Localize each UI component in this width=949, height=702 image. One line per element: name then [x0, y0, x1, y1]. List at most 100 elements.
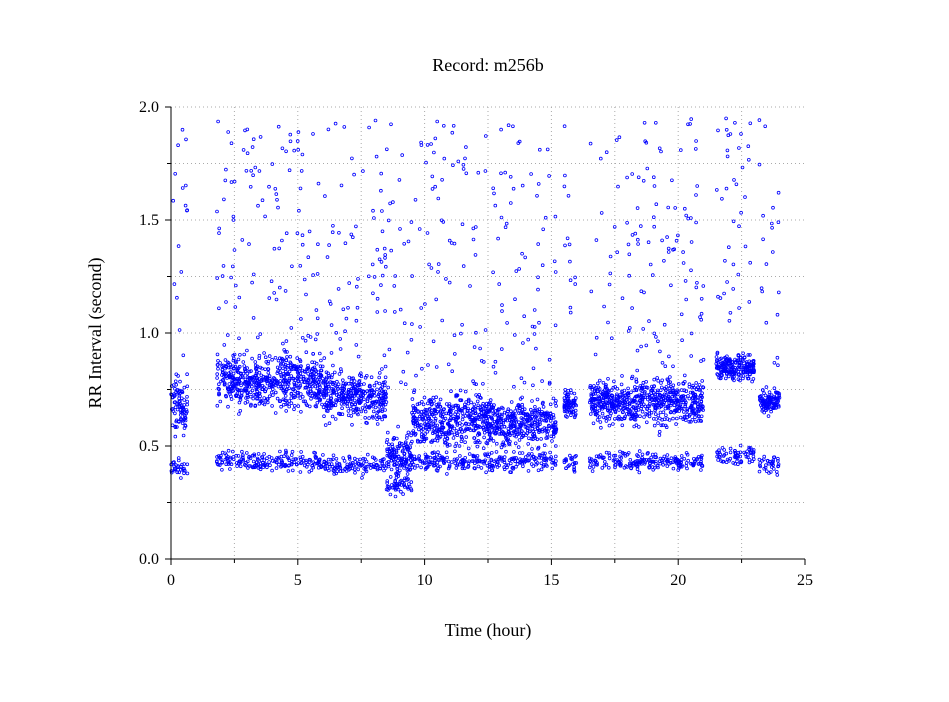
data-point — [340, 469, 345, 473]
data-point — [298, 396, 303, 400]
data-point — [502, 410, 507, 415]
data-point — [533, 456, 538, 461]
data-point — [290, 264, 294, 269]
data-point — [662, 322, 667, 327]
data-point — [751, 377, 756, 381]
data-point — [349, 406, 353, 411]
data-point — [342, 384, 347, 388]
data-point — [375, 422, 380, 426]
data-point — [515, 427, 519, 432]
data-point — [183, 413, 187, 418]
data-point — [737, 306, 741, 310]
data-point — [375, 387, 379, 392]
data-point — [284, 358, 289, 363]
data-point — [563, 399, 568, 403]
data-point — [359, 374, 364, 379]
data-point — [370, 388, 375, 392]
data-point — [626, 395, 631, 400]
data-point — [458, 388, 463, 393]
data-point — [173, 411, 177, 416]
data-point — [300, 335, 305, 340]
data-point — [509, 470, 513, 475]
data-point — [339, 369, 344, 374]
data-point — [714, 355, 719, 359]
data-point — [639, 344, 643, 349]
data-point — [526, 453, 530, 458]
data-point — [361, 472, 365, 476]
data-point — [436, 196, 441, 201]
data-point — [723, 376, 728, 381]
data-point — [289, 396, 294, 400]
data-point — [614, 405, 619, 410]
data-point — [512, 433, 517, 438]
data-point — [542, 418, 547, 423]
data-point — [409, 220, 414, 224]
data-point — [526, 418, 531, 423]
data-point — [342, 387, 346, 392]
data-point — [383, 264, 388, 269]
data-point — [461, 163, 466, 167]
data-point — [289, 462, 294, 467]
data-point — [535, 423, 539, 428]
data-point — [593, 352, 598, 357]
data-point — [269, 390, 274, 395]
data-point — [337, 463, 342, 467]
data-point — [482, 430, 487, 435]
data-point — [316, 181, 321, 186]
data-point — [326, 457, 331, 462]
data-point — [410, 431, 414, 435]
data-point — [514, 456, 518, 460]
data-point — [489, 424, 494, 429]
data-point — [384, 487, 389, 492]
data-point — [425, 465, 430, 469]
data-point — [253, 360, 258, 364]
data-point — [650, 452, 655, 457]
data-point — [475, 424, 480, 428]
data-point — [486, 415, 491, 419]
data-point — [454, 393, 458, 398]
data-point — [405, 472, 410, 476]
data-point — [307, 460, 312, 464]
data-point — [377, 381, 382, 386]
data-point — [674, 238, 679, 243]
data-point — [364, 373, 369, 378]
data-point — [380, 417, 385, 422]
data-point — [223, 358, 228, 362]
data-point — [336, 382, 341, 387]
data-point — [380, 273, 385, 278]
data-point — [650, 273, 655, 277]
data-point — [344, 316, 349, 321]
data-point — [387, 454, 391, 458]
data-point — [499, 455, 504, 460]
data-point — [568, 305, 573, 310]
data-point — [411, 462, 416, 467]
data-point — [762, 454, 766, 459]
data-point — [549, 414, 554, 419]
data-point — [238, 464, 243, 469]
data-point — [176, 143, 180, 148]
data-point — [403, 382, 408, 387]
data-point — [270, 357, 274, 362]
data-point — [249, 169, 254, 173]
data-point — [430, 440, 434, 444]
data-point — [390, 448, 395, 452]
data-point — [662, 454, 667, 459]
data-point — [267, 385, 272, 390]
data-point — [257, 353, 262, 358]
data-point — [625, 221, 629, 225]
data-point — [529, 452, 534, 456]
data-point — [176, 374, 180, 378]
data-point — [380, 229, 385, 234]
data-point — [356, 467, 361, 472]
data-point — [546, 423, 551, 428]
data-point — [434, 411, 439, 416]
data-point — [445, 442, 450, 447]
data-point — [266, 367, 270, 371]
data-point — [667, 354, 671, 359]
data-point — [406, 446, 411, 451]
data-point — [545, 432, 550, 437]
data-point — [219, 379, 223, 384]
data-point — [395, 461, 399, 466]
data-point — [568, 453, 572, 458]
data-point — [395, 470, 400, 475]
